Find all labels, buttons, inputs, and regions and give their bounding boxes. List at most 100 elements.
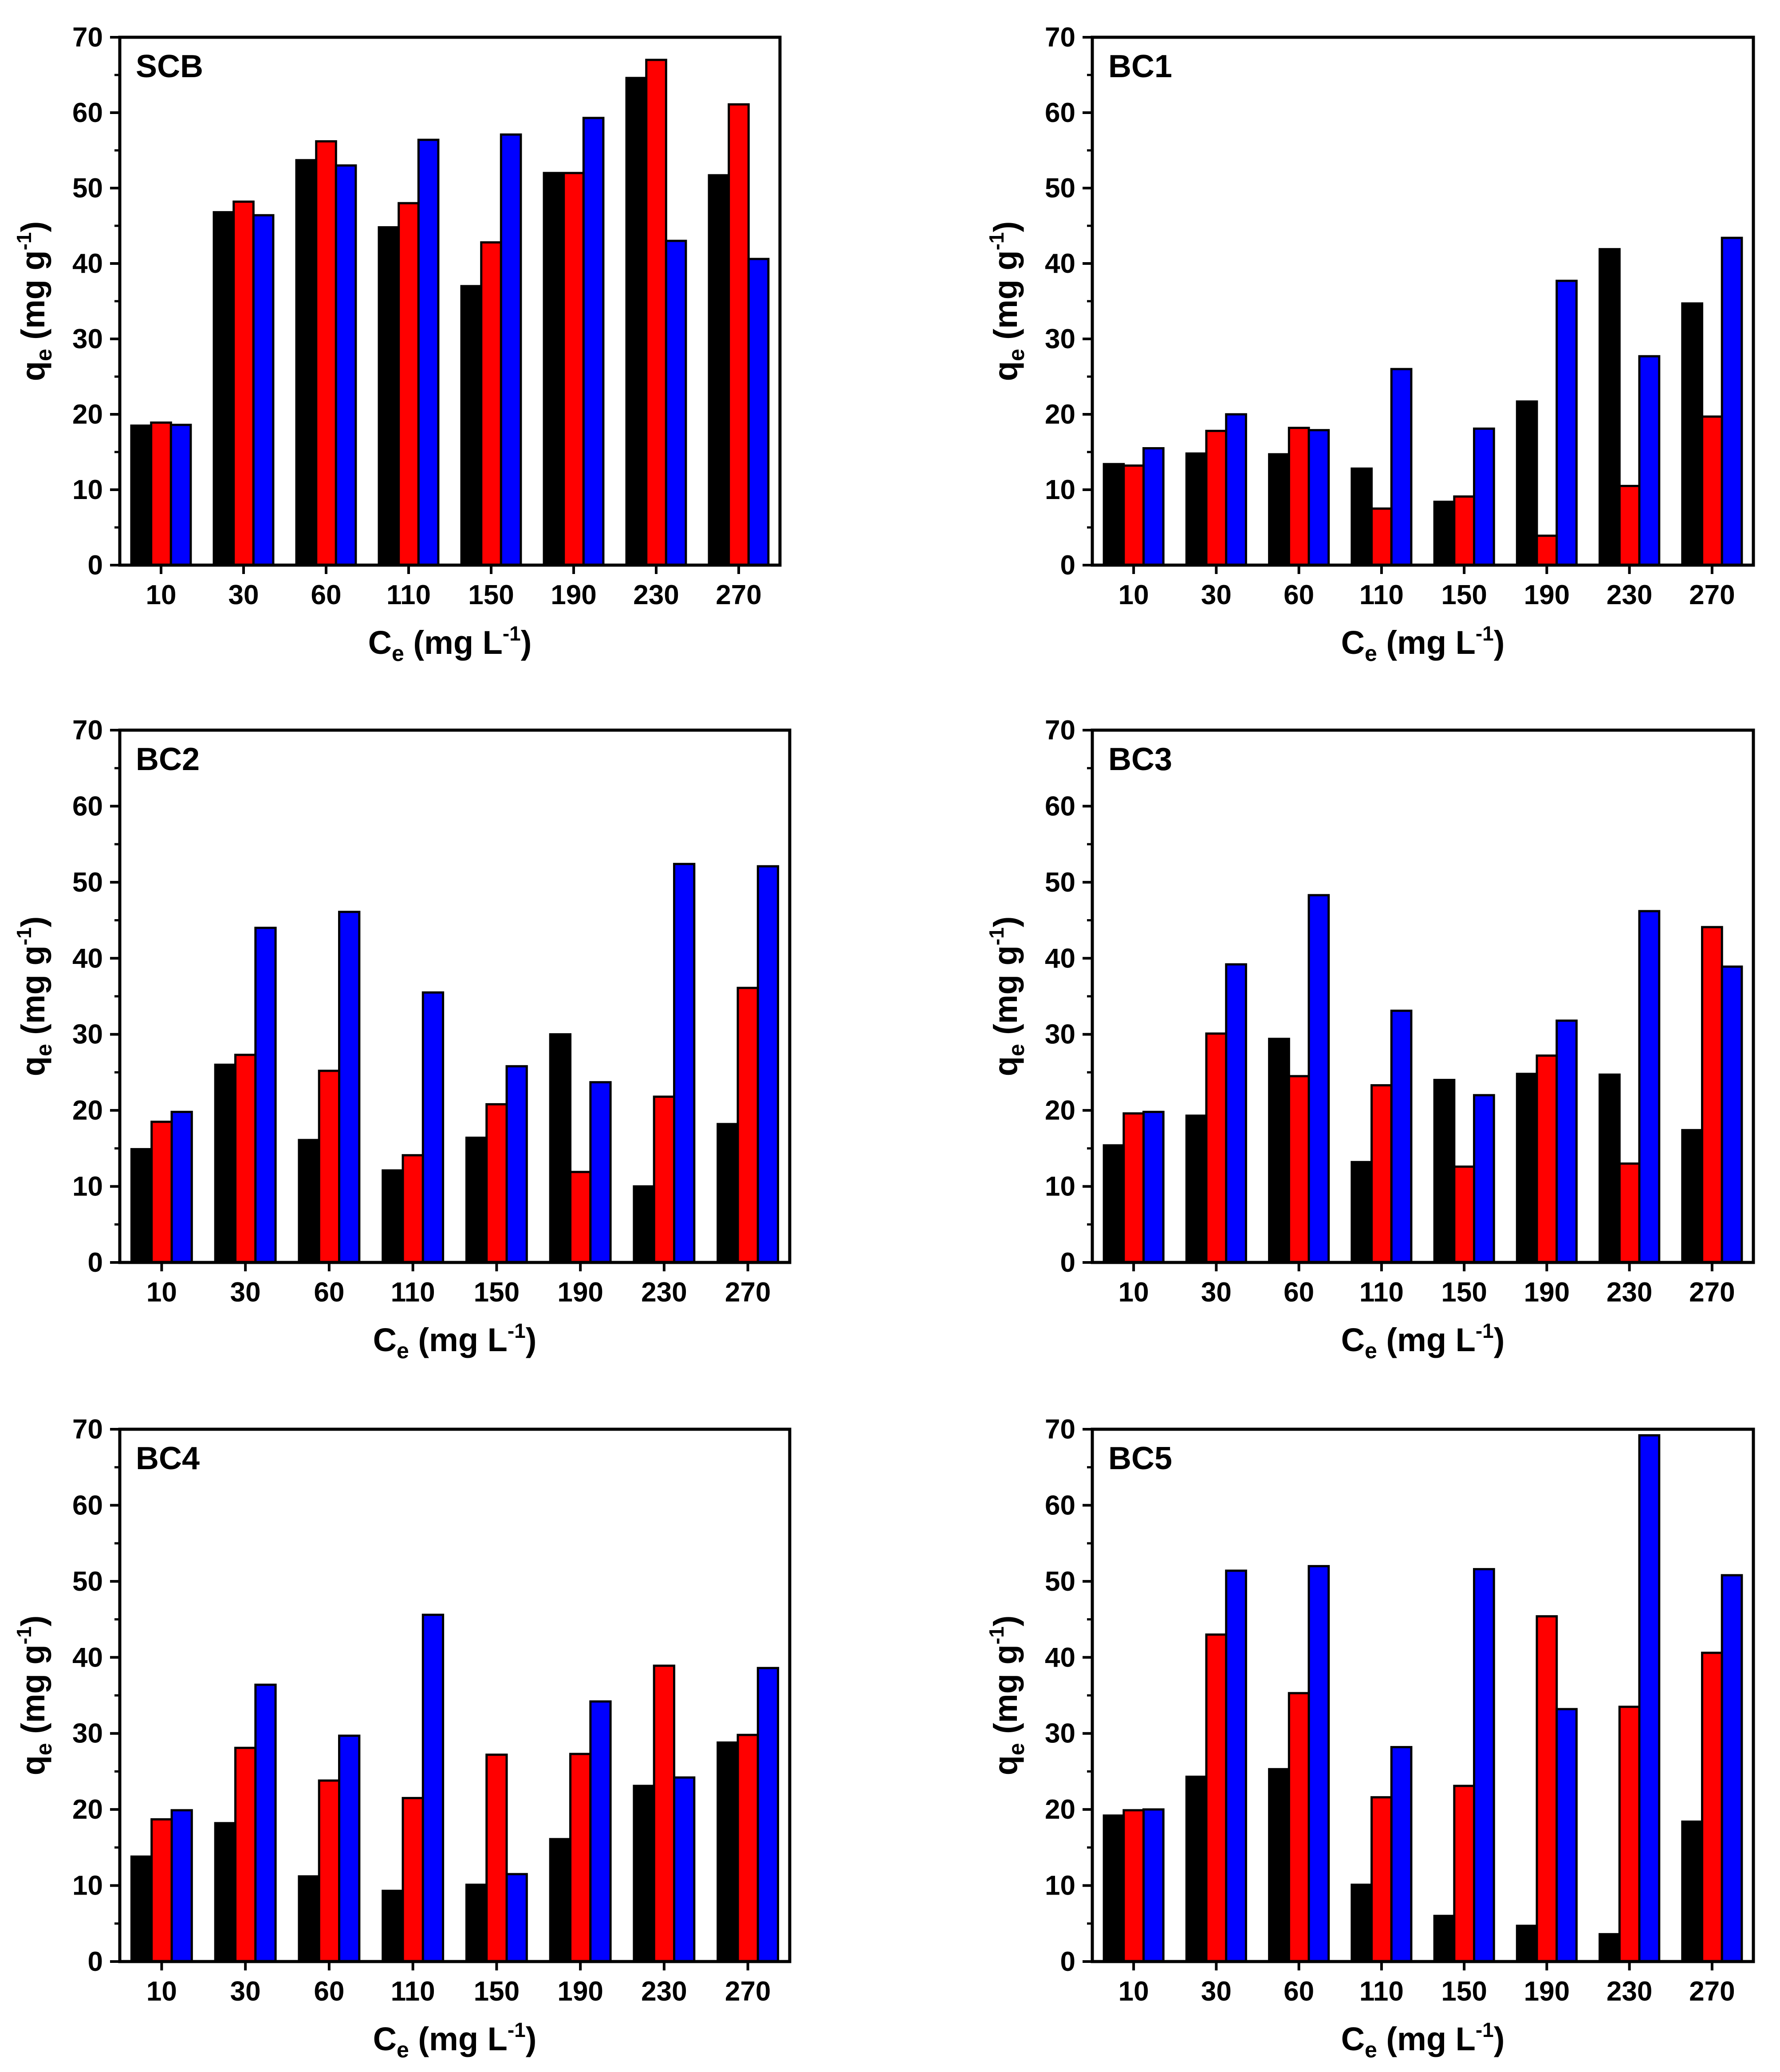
bar-series-3-270: [756, 1667, 780, 1963]
x-tick-label: 150: [1441, 580, 1487, 610]
bar-series-2-230: [1618, 1706, 1641, 1963]
bar-series-3-60: [1307, 894, 1330, 1264]
bar-series-2-190: [569, 1171, 592, 1264]
y-axis-label: qe (mg g-1): [12, 221, 56, 381]
bar-series-1-190: [549, 1838, 571, 1963]
bar-series-2-150: [1453, 1165, 1476, 1264]
x-tick-label: 270: [1689, 1976, 1735, 2007]
bar-series-3-60: [335, 164, 357, 566]
panel-title: SCB: [136, 49, 203, 84]
bar-series-1-270: [717, 1123, 739, 1264]
y-tick-label: 40: [1045, 248, 1075, 279]
bar-series-3-10: [1142, 1111, 1165, 1264]
bar-series-2-110: [1370, 1796, 1393, 1963]
bar-series-3-190: [589, 1081, 612, 1264]
x-tick-label: 10: [146, 1277, 177, 1308]
y-tick-label: 20: [1045, 399, 1075, 430]
bar-series-3-230: [673, 863, 696, 1264]
bar-series-1-110: [382, 1890, 404, 1963]
bar-series-1-270: [1681, 1129, 1704, 1264]
y-tick-label: 30: [72, 1718, 103, 1749]
y-tick-label: 60: [1045, 791, 1075, 822]
bar-series-1-190: [1516, 400, 1538, 566]
bar-series-1-30: [1185, 1114, 1208, 1264]
bar-series-1-60: [295, 159, 318, 566]
y-tick-label: 0: [88, 1946, 103, 1977]
x-tick-label: 60: [1284, 1976, 1314, 2007]
bar-series-2-270: [1701, 926, 1723, 1264]
x-tick-label: 10: [146, 580, 177, 610]
x-axis-label: Ce (mg L-1): [1341, 2018, 1505, 2062]
y-axis-label: qe (mg g-1): [985, 916, 1029, 1077]
x-tick-label: 270: [716, 580, 761, 610]
bar-series-1-60: [1268, 453, 1290, 566]
bar-series-3-110: [1390, 1746, 1413, 1963]
panel-title: BC4: [136, 1441, 200, 1476]
y-tick-label: 0: [88, 550, 103, 581]
y-tick-label: 60: [1045, 98, 1075, 128]
y-tick-label: 0: [88, 1247, 103, 1278]
bar-series-2-110: [398, 202, 420, 566]
y-tick-label: 50: [72, 1566, 103, 1597]
y-tick-label: 30: [1045, 1019, 1075, 1050]
bar-series-3-10: [170, 1111, 193, 1264]
bar-series-2-270: [1701, 415, 1723, 566]
x-tick-label: 10: [1118, 1976, 1149, 2007]
bar-series-3-10: [170, 1809, 193, 1963]
y-tick-label: 60: [72, 791, 103, 822]
bar-series-3-30: [1225, 1569, 1247, 1963]
y-tick-label: 20: [72, 1794, 103, 1825]
x-tick-label: 110: [391, 1976, 435, 2007]
x-tick-label: 270: [1689, 580, 1735, 610]
bar-series-1-270: [1681, 302, 1704, 566]
bar-series-2-30: [1205, 1032, 1228, 1264]
x-axis-label: Ce (mg L-1): [1341, 622, 1505, 666]
y-tick-label: 70: [72, 715, 103, 746]
y-tick-label: 20: [72, 399, 103, 430]
bar-series-2-30: [232, 201, 255, 566]
bar-series-1-60: [298, 1139, 320, 1264]
y-tick-label: 30: [1045, 324, 1075, 354]
y-tick-label: 70: [72, 1414, 103, 1445]
x-tick-label: 190: [557, 1277, 603, 1308]
bar-series-2-30: [1205, 429, 1228, 566]
bar-series-3-230: [665, 240, 687, 566]
bar-series-2-60: [1288, 427, 1310, 566]
y-tick-label: 50: [1045, 867, 1075, 898]
y-tick-label: 40: [1045, 1642, 1075, 1673]
bar-series-3-230: [673, 1776, 696, 1963]
y-tick-label: 50: [72, 867, 103, 898]
bar-series-1-30: [214, 1063, 237, 1264]
bar-series-1-230: [1599, 1073, 1621, 1264]
bar-series-3-190: [1556, 1708, 1578, 1963]
x-tick-label: 60: [314, 1976, 344, 2007]
bar-series-3-110: [1390, 1010, 1413, 1264]
bar-series-3-150: [1473, 1094, 1495, 1264]
x-tick-label: 60: [311, 580, 342, 610]
x-tick-label: 150: [474, 1277, 520, 1308]
bar-series-3-190: [589, 1700, 612, 1963]
y-tick-label: 30: [72, 1019, 103, 1050]
x-tick-label: 110: [1359, 580, 1404, 610]
bar-series-1-190: [543, 172, 565, 566]
x-tick-label: 230: [1607, 1976, 1652, 2007]
bar-series-2-10: [1122, 464, 1145, 566]
bar-series-2-270: [736, 1734, 759, 1963]
bar-series-3-60: [338, 911, 361, 1264]
bar-series-1-10: [1103, 1144, 1125, 1264]
x-tick-label: 60: [314, 1277, 344, 1308]
y-tick-label: 0: [1060, 550, 1075, 581]
y-tick-label: 10: [1045, 1871, 1075, 1901]
x-tick-label: 230: [1607, 1277, 1652, 1308]
x-tick-label: 30: [230, 1976, 261, 2007]
chart-panel-bc1: 0 10 20 30 40 50 60 70 10 30 60 110 150 190 230 270 BC1 C…: [985, 22, 1755, 666]
x-tick-label: 270: [725, 1277, 771, 1308]
x-tick-label: 30: [228, 580, 259, 610]
bar-series-1-110: [382, 1169, 404, 1264]
panel-title: BC3: [1108, 742, 1172, 777]
x-tick-label: 190: [551, 580, 596, 610]
y-tick-label: 40: [72, 248, 103, 279]
y-tick-label: 60: [1045, 1490, 1075, 1521]
y-tick-label: 50: [1045, 1566, 1075, 1597]
